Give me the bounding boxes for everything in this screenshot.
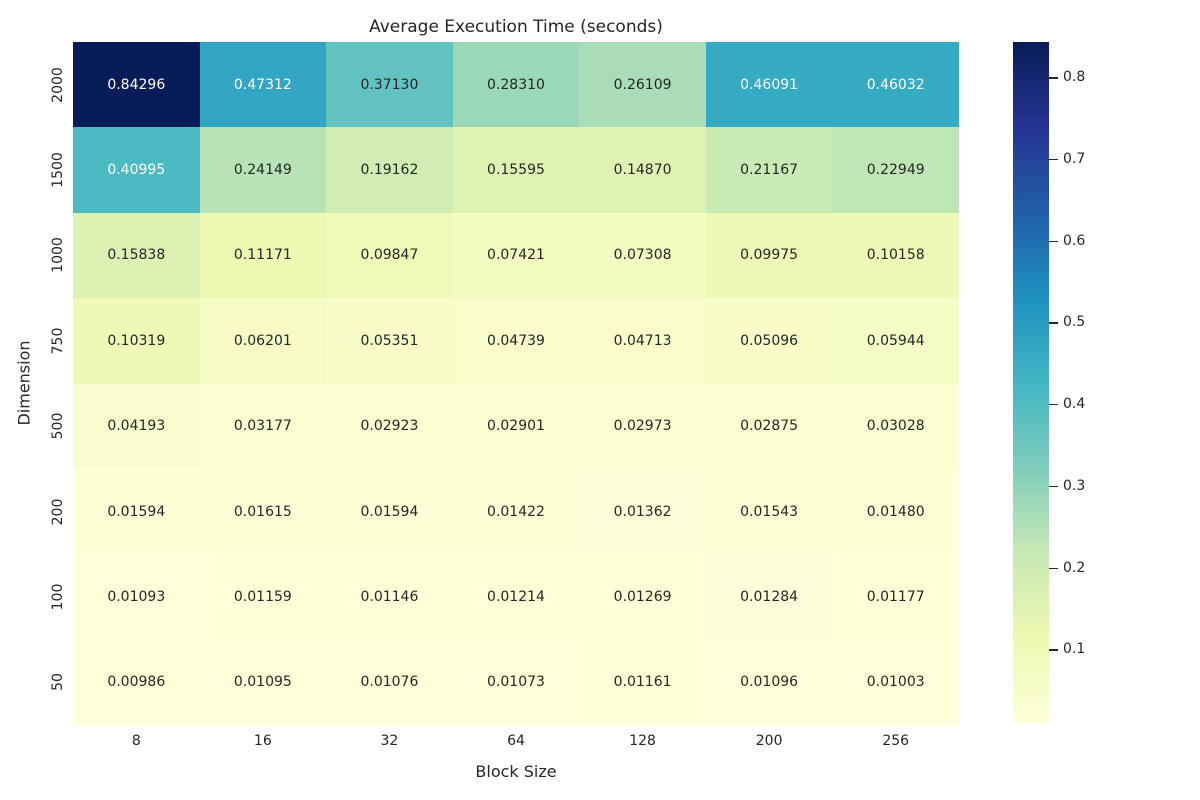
x-tick-16: 16 [253,733,272,749]
heatmap-cell-750-128: 0.04713 [579,298,706,384]
heatmap-cell-50-200: 0.01096 [705,639,833,725]
heatmap-grid: 0.84296 0.47312 0.37130 0.28310 0.26109 0.460… [73,42,959,725]
heatmap-cell-500-200: 0.02875 [705,383,833,469]
colorbar [1013,42,1049,723]
heatmap-cell-200-128: 0.01362 [579,468,706,555]
colorbar-tick-label-0.7: 0.7 [1063,150,1086,167]
heatmap-cell-50-256: 0.01003 [832,639,959,725]
heatmap-cell-2000-8: 0.84296 [73,42,200,128]
heatmap-cell-500-8: 0.04193 [73,383,200,469]
heatmap-cell-100-64: 0.01214 [452,554,580,640]
heatmap-cell-200-16: 0.01615 [199,468,327,555]
y-axis-label: Dimension [14,340,34,426]
y-tick-1500: 1500 [50,152,66,188]
colorbar-tick-label-0.3: 0.3 [1063,477,1086,494]
colorbar-tick-label-0.5: 0.5 [1063,314,1086,331]
heatmap-cell-100-16: 0.01159 [199,554,327,640]
heatmap-cell-750-8: 0.10319 [73,298,200,384]
x-tick-64: 64 [507,733,525,749]
colorbar-tick-mark-0.6 [1049,240,1058,242]
heatmap-cell-200-8: 0.01594 [73,468,200,555]
y-tick-750: 750 [50,327,66,355]
heatmap-cell-500-256: 0.03028 [832,383,959,469]
heatmap-cell-500-64: 0.02901 [452,383,580,469]
heatmap-cell-100-32: 0.01146 [326,554,453,640]
heatmap-cell-1500-256: 0.22949 [832,127,959,213]
y-tick-50: 50 [50,673,66,692]
heatmap-cell-2000-64: 0.28310 [452,42,580,128]
heatmap-cell-750-256: 0.05944 [832,298,959,384]
colorbar-tick-mark-0.1 [1049,649,1058,651]
heatmap-cell-1500-128: 0.14870 [579,127,706,213]
heatmap-cell-100-8: 0.01093 [73,554,200,640]
y-tick-2000: 2000 [50,66,66,103]
heatmap-cell-50-8: 0.00986 [73,639,200,725]
heatmap-cell-1000-8: 0.15838 [73,212,200,299]
heatmap-cell-200-64: 0.01422 [452,468,580,555]
heatmap-cell-50-64: 0.01073 [452,639,580,725]
x-tick-256: 256 [882,733,910,749]
chart-title: Average Execution Time (seconds) [369,17,663,37]
colorbar-tick-label-0.8: 0.8 [1063,69,1086,86]
heatmap-cell-100-128: 0.01269 [579,554,706,640]
x-tick-8: 8 [131,733,141,749]
colorbar-tick-label-0.4: 0.4 [1063,396,1086,413]
heatmap-cell-100-256: 0.01177 [832,554,959,640]
heatmap-cell-1500-32: 0.19162 [326,127,453,213]
heatmap-cell-1500-8: 0.40995 [73,127,200,213]
y-tick-100: 100 [50,583,66,611]
heatmap-cell-200-32: 0.01594 [326,468,453,555]
heatmap-cell-750-64: 0.04739 [452,298,580,384]
heatmap-cell-2000-16: 0.47312 [199,42,327,128]
x-tick-128: 128 [629,733,656,749]
heatmap-cell-1000-128: 0.07308 [579,212,706,299]
heatmap-cell-50-16: 0.01095 [199,639,327,725]
heatmap-cell-1500-64: 0.15595 [452,127,580,213]
heatmap-cell-50-32: 0.01076 [326,639,453,725]
heatmap-cell-500-32: 0.02923 [326,383,453,469]
heatmap-cell-2000-128: 0.26109 [579,42,706,128]
colorbar-tick-label-0.1: 0.1 [1063,641,1086,658]
colorbar-tick-mark-0.2 [1049,567,1058,569]
heatmap-cell-2000-32: 0.37130 [326,42,453,128]
heatmap-cell-100-200: 0.01284 [705,554,833,640]
colorbar-tick-mark-0.4 [1049,404,1058,406]
heatmap-cell-750-200: 0.05096 [705,298,833,384]
heatmap-cell-750-32: 0.05351 [326,298,453,384]
heatmap-cell-1000-16: 0.11171 [199,212,327,299]
heatmap-cell-2000-256: 0.46032 [832,42,959,128]
heatmap-cell-1500-200: 0.21167 [705,127,833,213]
heatmap-cell-1500-16: 0.24149 [199,127,327,213]
heatmap-cell-1000-32: 0.09847 [326,212,453,299]
colorbar-tick-label-0.2: 0.2 [1063,559,1086,576]
heatmap-cell-200-200: 0.01543 [705,468,833,555]
heatmap-cell-750-16: 0.06201 [199,298,327,384]
heatmap-cell-200-256: 0.01480 [832,468,959,555]
heatmap-cell-1000-200: 0.09975 [705,212,833,299]
x-axis-label: Block Size [475,762,557,781]
heatmap-cell-500-16: 0.03177 [199,383,327,469]
colorbar-tick-mark-0.5 [1049,322,1058,324]
heatmap-cell-2000-200: 0.46091 [705,42,833,128]
y-tick-200: 200 [50,498,66,525]
x-tick-32: 32 [380,733,399,749]
colorbar-tick-mark-0.7 [1049,158,1058,161]
colorbar-tick-label-0.6: 0.6 [1063,232,1086,249]
y-tick-500: 500 [50,412,66,440]
x-tick-200: 200 [755,733,783,749]
heatmap-cell-500-128: 0.02973 [579,383,706,469]
colorbar-tick-mark-0.3 [1049,485,1058,488]
colorbar-tick-mark-0.8 [1049,77,1058,79]
y-tick-1000: 1000 [50,237,66,274]
heatmap-cell-1000-256: 0.10158 [832,212,959,299]
heatmap-cell-50-128: 0.01161 [579,639,706,725]
heatmap-cell-1000-64: 0.07421 [452,212,580,299]
